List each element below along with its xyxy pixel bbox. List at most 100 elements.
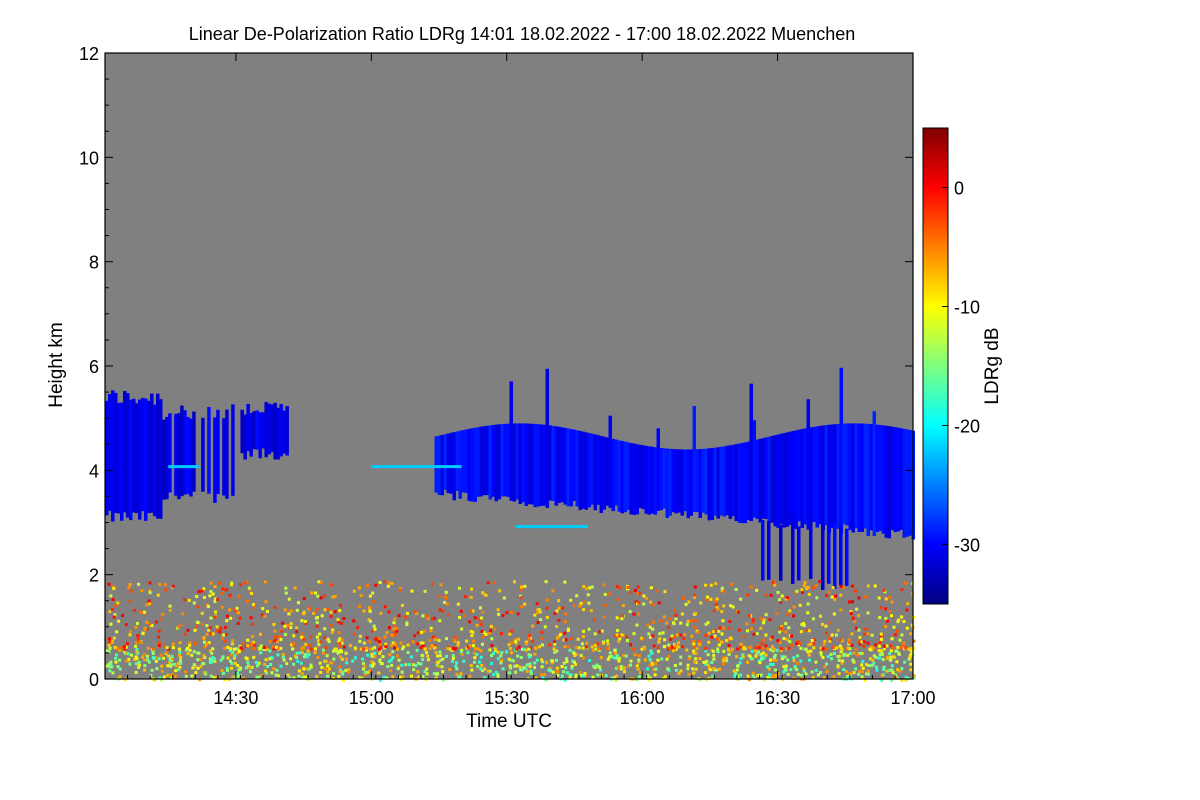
aerosol-pixel (145, 654, 149, 658)
aerosol-pixel (301, 632, 305, 636)
aerosol-pixel (331, 628, 335, 632)
aerosol-pixel (756, 673, 760, 677)
aerosol-pixel (482, 630, 486, 634)
aerosol-pixel (499, 632, 503, 636)
aerosol-pixel (657, 649, 661, 653)
aerosol-pixel (772, 647, 776, 651)
aerosol-pixel (693, 619, 697, 623)
aerosol-pixel (686, 619, 690, 623)
aerosol-pixel (583, 672, 587, 676)
aerosol-pixel (617, 639, 621, 643)
cloud-column (632, 443, 637, 515)
aerosol-pixel (889, 649, 893, 653)
cloud-column (821, 425, 826, 530)
aerosol-pixel (417, 675, 421, 679)
aerosol-pixel (651, 634, 655, 638)
aerosol-pixel (327, 667, 331, 671)
aerosol-pixel (359, 647, 363, 651)
aerosol-pixel (636, 585, 640, 589)
cloud-column (677, 449, 682, 513)
aerosol-pixel (592, 664, 596, 668)
aerosol-pixel (833, 597, 837, 601)
aerosol-pixel (263, 580, 267, 584)
aerosol-pixel (542, 673, 546, 677)
aerosol-pixel (209, 616, 213, 620)
aerosol-pixel (679, 662, 683, 666)
aerosol-pixel (605, 646, 609, 650)
aerosol-pixel (373, 627, 377, 631)
aerosol-pixel (783, 667, 787, 671)
aerosol-pixel (481, 591, 485, 595)
aerosol-pixel (808, 658, 812, 662)
cloud-column (662, 448, 667, 509)
aerosol-pixel (490, 661, 494, 665)
aerosol-pixel (599, 656, 603, 660)
aerosol-pixel (835, 646, 839, 650)
cloud-column (575, 430, 580, 507)
aerosol-pixel (909, 648, 913, 652)
aerosol-pixel (246, 638, 250, 642)
aerosol-pixel (160, 664, 164, 668)
aerosol-pixel (736, 674, 740, 678)
aerosol-pixel (837, 658, 841, 662)
aerosol-pixel (109, 660, 113, 664)
aerosol-pixel (122, 649, 126, 653)
aerosol-pixel (810, 638, 814, 642)
aerosol-pixel (698, 657, 702, 661)
aerosol-pixel (145, 620, 149, 624)
aerosol-pixel (762, 656, 766, 660)
aerosol-pixel (816, 673, 820, 677)
cloud-column (117, 402, 121, 514)
aerosol-pixel (720, 610, 724, 614)
aerosol-pixel (760, 642, 764, 646)
aerosol-pixel (416, 670, 420, 674)
aerosol-pixel (709, 597, 713, 601)
aerosol-pixel (775, 612, 779, 616)
aerosol-pixel (307, 652, 311, 656)
aerosol-pixel (476, 647, 480, 651)
aerosol-pixel (472, 639, 476, 643)
aerosol-pixel (373, 655, 377, 659)
aerosol-pixel (370, 647, 374, 651)
aerosol-pixel (220, 669, 224, 673)
aerosol-pixel (130, 653, 134, 657)
aerosol-pixel (663, 590, 667, 594)
aerosol-pixel (563, 631, 567, 635)
aerosol-pixel (649, 600, 653, 604)
aerosol-pixel (796, 654, 800, 658)
aerosol-pixel (345, 661, 349, 665)
aerosol-pixel (795, 642, 799, 646)
aerosol-pixel (390, 581, 394, 585)
aerosol-pixel (476, 664, 480, 668)
cloud-column (440, 434, 445, 496)
aerosol-pixel (111, 671, 115, 675)
aerosol-pixel (341, 678, 345, 682)
aerosol-pixel (553, 642, 557, 646)
aerosol-pixel (747, 678, 751, 682)
aerosol-pixel (233, 608, 237, 612)
aerosol-pixel (854, 626, 858, 630)
aerosol-pixel (322, 651, 326, 655)
aerosol-pixel (657, 601, 661, 605)
aerosol-pixel (439, 583, 443, 587)
aerosol-pixel (286, 624, 290, 628)
aerosol-pixel (238, 648, 242, 652)
cloud-column (782, 433, 787, 528)
aerosol-pixel (444, 654, 448, 658)
heatmap-plot-area (104, 52, 916, 682)
aerosol-pixel (802, 669, 806, 673)
aerosol-pixel (479, 655, 483, 659)
aerosol-pixel (663, 675, 667, 679)
aerosol-pixel (179, 655, 183, 659)
aerosol-pixel (768, 648, 772, 652)
aerosol-pixel (847, 600, 851, 604)
aerosol-pixel (904, 678, 908, 682)
aerosol-pixel (210, 660, 214, 664)
aerosol-pixel (660, 619, 664, 623)
aerosol-pixel (523, 584, 527, 588)
aerosol-pixel (722, 656, 726, 660)
aerosol-pixel (188, 644, 192, 648)
aerosol-pixel (511, 659, 515, 663)
cloud-column (449, 432, 454, 494)
aerosol-pixel (790, 643, 794, 647)
